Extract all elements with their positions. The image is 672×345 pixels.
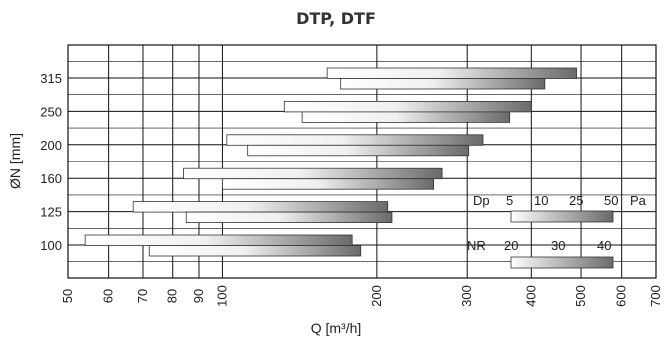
x-tick-label: 700 — [648, 285, 663, 307]
x-tick-label: 70 — [135, 289, 150, 303]
range-bar — [226, 134, 484, 146]
x-tick-label: 600 — [614, 285, 629, 307]
x-tick-label: 300 — [459, 285, 474, 307]
range-bar — [222, 178, 435, 190]
x-tick-label: 200 — [369, 285, 384, 307]
y-tick-label: 160 — [40, 171, 62, 186]
x-tick-label: 100 — [214, 285, 229, 307]
legend-dp-value: 5 — [506, 193, 513, 208]
range-bar — [185, 211, 393, 224]
legend-dp: Dp 5 10 25 50 Pa — [473, 193, 647, 223]
range-bar — [301, 111, 511, 123]
legend-dp-unit: Pa — [630, 193, 647, 208]
x-tick-label: 400 — [523, 285, 538, 307]
legend-dp-value: 10 — [534, 193, 548, 208]
legend-nr: NR 20 30 40 — [467, 238, 614, 269]
x-tick-label: 500 — [573, 285, 588, 307]
x-tick-label: 90 — [191, 289, 206, 303]
y-tick-label: 250 — [40, 104, 62, 119]
y-tick-label: 200 — [40, 138, 62, 153]
x-tick-label: 80 — [165, 289, 180, 303]
legend-nr-value: 20 — [504, 238, 518, 253]
y-tick-label: 100 — [40, 238, 62, 253]
range-bar — [84, 234, 353, 246]
bars-group — [84, 67, 577, 257]
x-tick-labels: 50 60 70 80 90 100 200 300 400 500 600 700 — [60, 285, 663, 307]
chart-title: DTP, DTF — [296, 9, 376, 28]
y-tick-labels: 315 250 200 160 125 100 — [40, 71, 62, 253]
legend-nr-gradient — [510, 256, 614, 269]
legend-dp-gradient — [510, 210, 614, 223]
legend-nr-label: NR — [467, 238, 486, 253]
plot-frame — [67, 44, 657, 279]
y-tick-label: 315 — [40, 71, 62, 86]
range-bar — [247, 144, 470, 157]
x-tick-label: 50 — [60, 289, 75, 303]
legend-nr-value: 40 — [597, 238, 611, 253]
range-bar — [326, 67, 577, 79]
range-bar — [183, 167, 443, 180]
range-bar — [283, 101, 532, 113]
legend-dp-label: Dp — [473, 193, 490, 208]
legend-nr-value: 30 — [551, 238, 565, 253]
x-axis-label: Q [m³/h] — [311, 320, 362, 336]
range-bar — [132, 201, 389, 213]
y-axis-label: ØN [mm] — [7, 133, 23, 189]
y-tick-label: 125 — [40, 205, 62, 220]
range-bar — [148, 245, 362, 257]
legend-dp-value: 25 — [569, 193, 583, 208]
x-tick-label: 60 — [101, 289, 116, 303]
legend-dp-value: 50 — [604, 193, 618, 208]
range-bar — [340, 78, 546, 90]
